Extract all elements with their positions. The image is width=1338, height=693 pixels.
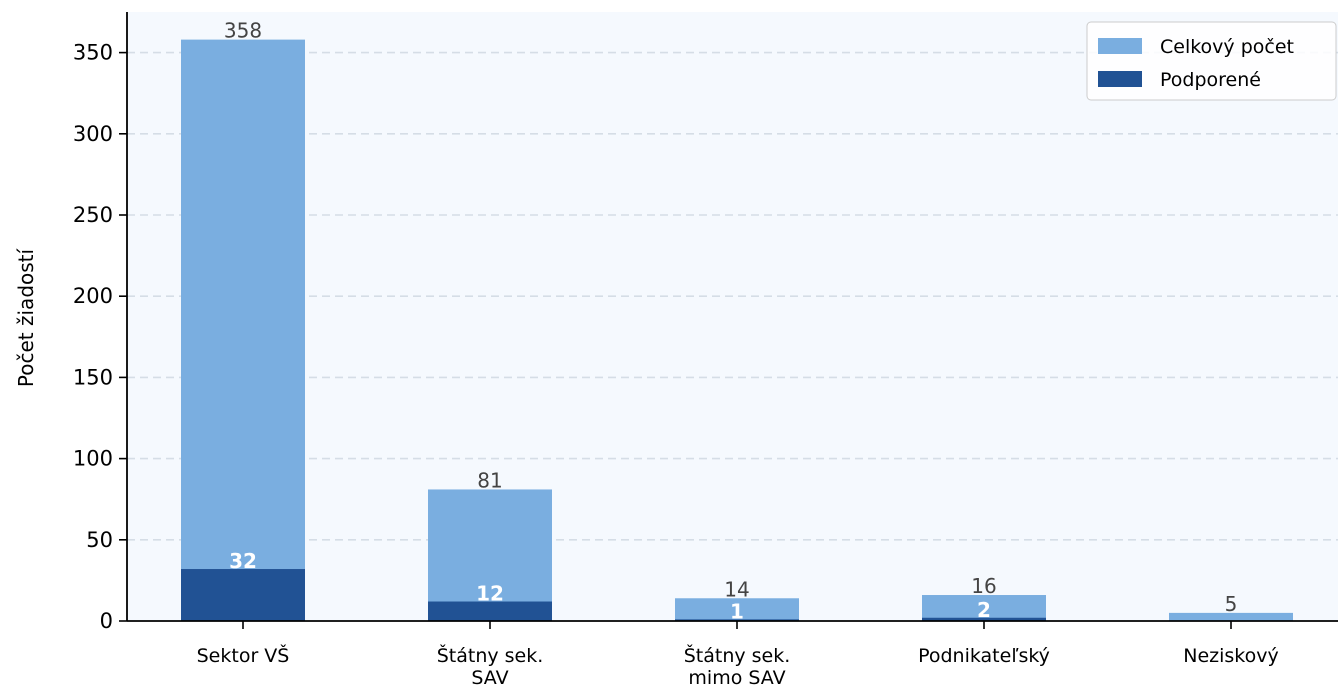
legend-label-supported: Podporené: [1160, 69, 1261, 91]
supported-value-label: 32: [229, 549, 257, 573]
total-value-label: 358: [224, 19, 262, 43]
bar-supported: [428, 601, 552, 621]
gridlines: [127, 51, 1338, 541]
y-tick-label: 350: [73, 41, 113, 65]
plot-area: [127, 12, 1338, 621]
legend-label-total: Celkový počet: [1160, 36, 1294, 58]
bar-total: [181, 39, 305, 621]
bar-supported: [922, 617, 1046, 621]
legend: Celkový počet Podporené: [1086, 21, 1337, 101]
total-value-label: 14: [724, 577, 749, 601]
total-value-label: 5: [1225, 592, 1238, 616]
y-tick-label: 50: [86, 528, 113, 552]
x-tick-label: Štátny sek. mimo SAV: [684, 643, 791, 689]
bar-total: [922, 595, 1046, 621]
y-tick-label: 150: [73, 365, 113, 389]
supported-value-label: 1: [730, 599, 744, 623]
bar-total: [1169, 612, 1293, 621]
bars: 358 32 81 12 141 162 5: [181, 19, 1293, 623]
y-tick-label: 300: [73, 122, 113, 146]
total-value-label: 81: [477, 468, 502, 492]
x-tick-label: Sektor VŠ: [197, 643, 290, 667]
y-tick-label: 250: [73, 203, 113, 227]
x-axis: Sektor VŠ Štátny sek. SAV Štátny sek. mimo S…: [127, 620, 1338, 689]
x-tick-label: Neziskový: [1183, 645, 1279, 667]
supported-value-label: 12: [476, 582, 504, 606]
y-tick-label: 0: [100, 609, 113, 633]
bar-total: [428, 489, 552, 621]
bar-total: [675, 598, 799, 621]
y-axis-label: Počet žiadostí: [14, 247, 38, 387]
x-tick-label: Štátny sek. SAV: [437, 643, 544, 689]
bar-supported: [181, 569, 305, 621]
legend-box: [1086, 21, 1337, 101]
y-tick-label: 100: [73, 447, 113, 471]
x-tick-label: Podnikateľský: [918, 645, 1050, 667]
y-axis: 0 50 100 150 200 250 300 350: [73, 12, 128, 633]
legend-swatch-supported: [1098, 71, 1142, 87]
y-tick-label: 200: [73, 284, 113, 308]
supported-value-label: 2: [977, 598, 991, 622]
total-value-label: 16: [971, 574, 996, 598]
legend-swatch-total: [1098, 38, 1142, 54]
